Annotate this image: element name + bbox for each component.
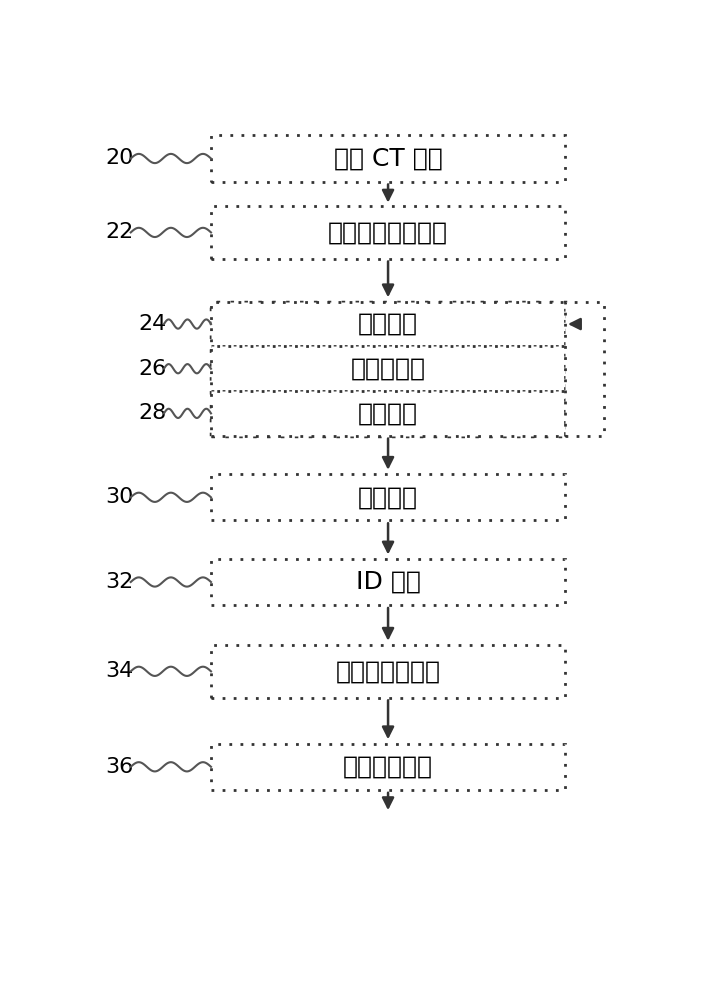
Bar bbox=[211, 135, 565, 182]
Bar bbox=[211, 391, 565, 436]
Text: 初始化形状: 初始化形状 bbox=[351, 357, 426, 381]
Bar bbox=[211, 346, 565, 391]
Bar bbox=[211, 645, 565, 698]
Text: 变形形状: 变形形状 bbox=[358, 401, 418, 425]
Bar bbox=[565, 302, 604, 436]
Text: 估计姿态: 估计姿态 bbox=[358, 312, 418, 336]
Bar bbox=[211, 744, 565, 790]
Text: 32: 32 bbox=[106, 572, 134, 592]
Text: 细化分割: 细化分割 bbox=[358, 485, 418, 509]
Bar bbox=[211, 559, 565, 605]
Text: 36: 36 bbox=[106, 757, 134, 777]
Text: 20: 20 bbox=[106, 148, 134, 168]
Text: 26: 26 bbox=[139, 359, 167, 379]
Text: 分别分割多个对象: 分别分割多个对象 bbox=[328, 220, 448, 244]
Text: 34: 34 bbox=[106, 661, 134, 681]
Text: 30: 30 bbox=[106, 487, 134, 507]
Bar bbox=[211, 302, 565, 346]
Text: 接收 CT 数据: 接收 CT 数据 bbox=[333, 146, 443, 170]
Text: 共同地重新分割: 共同地重新分割 bbox=[336, 659, 441, 683]
Text: ID 重叠: ID 重叠 bbox=[356, 570, 421, 594]
Text: 24: 24 bbox=[139, 314, 167, 334]
Bar bbox=[211, 206, 565, 259]
Bar bbox=[211, 302, 565, 436]
Text: 输出分割图像: 输出分割图像 bbox=[343, 755, 433, 779]
Text: 22: 22 bbox=[106, 222, 134, 242]
Bar bbox=[211, 474, 565, 520]
Text: 28: 28 bbox=[139, 403, 167, 423]
